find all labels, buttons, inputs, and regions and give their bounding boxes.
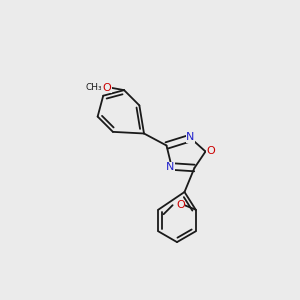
Text: N: N [186,132,195,142]
Text: O: O [176,200,185,210]
Text: O: O [206,146,215,157]
Text: O: O [103,83,111,93]
Text: CH₃: CH₃ [86,83,102,92]
Text: N: N [166,162,174,172]
